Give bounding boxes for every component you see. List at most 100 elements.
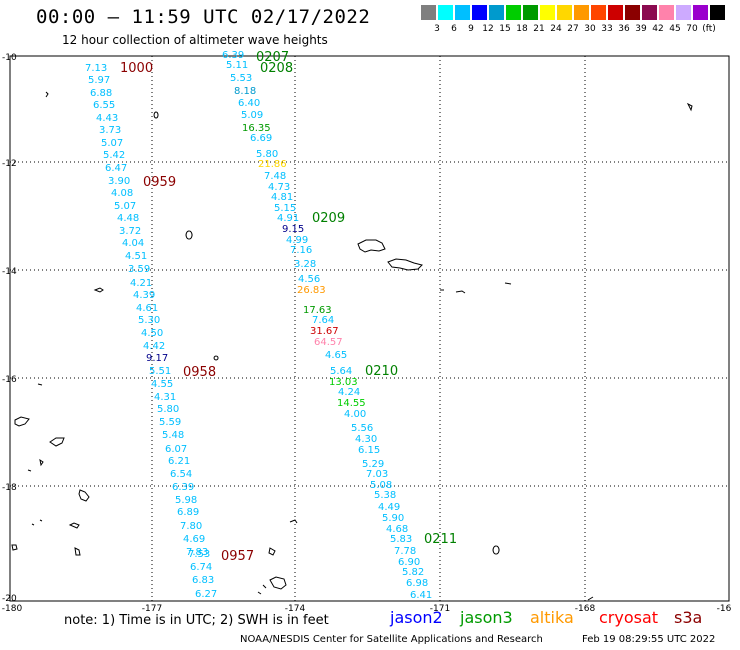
wave-height-value: 4.30 xyxy=(355,434,377,445)
wave-height-value: 5.56 xyxy=(351,423,373,434)
legend-label: 42 xyxy=(652,24,664,34)
wave-height-value: 5.98 xyxy=(175,495,197,506)
legend-label: 12 xyxy=(482,24,494,34)
wave-height-value: 64.57 xyxy=(314,337,343,348)
pass-time-label: 0208 xyxy=(260,61,293,76)
legend-label: 18 xyxy=(516,24,528,34)
pass-time-label: 0957 xyxy=(221,549,254,564)
wave-height-value: 26.83 xyxy=(297,285,326,296)
island-outlines xyxy=(11,91,693,601)
legend-label: 30 xyxy=(584,24,596,34)
legend-swatch xyxy=(625,5,640,20)
wave-height-value: 17.63 xyxy=(303,305,332,316)
wave-height-value: 4.48 xyxy=(117,213,139,224)
wave-height-value: 5.82 xyxy=(402,567,424,578)
legend-label: 6 xyxy=(451,24,457,34)
wave-height-value: 3.72 xyxy=(119,226,141,237)
legend-swatch xyxy=(693,5,708,20)
credit-line: NOAA/NESDIS Center for Satellite Applica… xyxy=(240,634,543,645)
wave-height-value: 5.09 xyxy=(241,110,263,121)
wave-height-value: 5.90 xyxy=(382,513,404,524)
wave-height-value: 9.17 xyxy=(146,353,168,364)
wave-height-value: 4.31 xyxy=(154,392,176,403)
wave-height-value: 4.56 xyxy=(298,274,320,285)
wave-height-value: 5.08 xyxy=(370,480,392,491)
wave-height-value: 4.08 xyxy=(111,188,133,199)
wave-height-value: 7.48 xyxy=(264,171,286,182)
x-tick-label: -171 xyxy=(430,604,450,614)
legend-swatch xyxy=(557,5,572,20)
legend-label: 9 xyxy=(468,24,474,34)
wave-height-value: 5.59 xyxy=(159,417,181,428)
legend-swatch xyxy=(540,5,555,20)
legend-swatch xyxy=(591,5,606,20)
x-tick-label: -180 xyxy=(2,604,23,614)
wave-height-value: 6.41 xyxy=(410,590,432,601)
wave-height-value: 6.39 xyxy=(222,50,244,61)
wave-height-value: 4.99 xyxy=(286,235,308,246)
y-tick-label: -16 xyxy=(2,375,17,385)
wave-height-value: 6.15 xyxy=(358,445,380,456)
satellite-name: jason3 xyxy=(460,608,513,627)
wave-height-value: 4.42 xyxy=(143,341,165,352)
wave-height-value: 6.83 xyxy=(192,575,214,586)
legend-label: 3 xyxy=(434,24,440,34)
wave-height-value: 7.13 xyxy=(85,63,107,74)
legend-swatch xyxy=(438,5,453,20)
wave-height-value: 6.39 xyxy=(172,482,194,493)
wave-height-value: 4.65 xyxy=(325,350,347,361)
wave-height-value: 6.55 xyxy=(93,100,115,111)
wave-height-value: 6.47 xyxy=(105,163,127,174)
graticule xyxy=(10,56,729,601)
y-tick-label: -10 xyxy=(2,53,17,63)
wave-height-value: 6.89 xyxy=(177,507,199,518)
pass-time-label: 0210 xyxy=(365,364,398,379)
wave-height-value: 5.97 xyxy=(88,75,110,86)
wave-height-value: 5.15 xyxy=(274,203,296,214)
legend-label: 70 xyxy=(686,24,698,34)
x-tick-label: -174 xyxy=(285,604,306,614)
wave-height-value: 4.49 xyxy=(378,502,400,513)
legend-label: 27 xyxy=(567,24,579,34)
pass-time-label: 0958 xyxy=(183,365,216,380)
legend-swatch xyxy=(506,5,521,20)
wave-height-value: 7.53 xyxy=(188,549,210,560)
y-tick-label: -20 xyxy=(2,594,17,604)
wave-height-value: 7.80 xyxy=(180,521,202,532)
legend-label: 39 xyxy=(635,24,647,34)
generated-timestamp: Feb 19 08:29:55 UTC 2022 xyxy=(582,634,716,645)
legend-label: 15 xyxy=(499,24,511,34)
satellite-name: cryosat xyxy=(599,608,659,627)
wave-height-value: 6.54 xyxy=(170,469,192,480)
axis-ticks: -180 -177 -174 -171 -168 -16 -10 -12 -14 -16 -18 -2… xyxy=(2,53,732,614)
x-tick-label: -168 xyxy=(575,604,596,614)
map-frame xyxy=(9,55,730,602)
wave-height-value: 4.91 xyxy=(277,213,299,224)
wave-height-value: 6.40 xyxy=(238,98,260,109)
legend-label: 24 xyxy=(550,24,562,34)
legend-label: 36 xyxy=(618,24,630,34)
legend-label: (ft) xyxy=(702,24,716,34)
legend-swatch xyxy=(608,5,623,20)
legend-label: 45 xyxy=(669,24,681,34)
pass-time-label: 1000 xyxy=(120,61,153,76)
y-tick-label: -12 xyxy=(2,159,17,169)
wave-height-value: 6.21 xyxy=(168,456,190,467)
wave-height-value: 4.04 xyxy=(122,238,144,249)
wave-height-value: 4.55 xyxy=(151,379,173,390)
wave-height-value: 6.88 xyxy=(90,88,112,99)
pass-time-label: 0207 xyxy=(256,50,289,65)
satellite-name: jason2 xyxy=(390,608,443,627)
wave-height-value: 6.98 xyxy=(406,578,428,589)
wave-height-value: 31.67 xyxy=(310,326,339,337)
legend-label: 21 xyxy=(533,24,545,34)
page-title: 00:00 – 11:59 UTC 02/17/2022 xyxy=(36,6,371,28)
wave-height-value: 6.07 xyxy=(165,444,187,455)
legend-swatch xyxy=(642,5,657,20)
wave-height-value: 4.61 xyxy=(136,303,158,314)
wave-height-value: 3.28 xyxy=(294,259,316,270)
wave-height-value: 5.11 xyxy=(226,60,248,71)
wave-height-value: 6.27 xyxy=(195,589,217,600)
